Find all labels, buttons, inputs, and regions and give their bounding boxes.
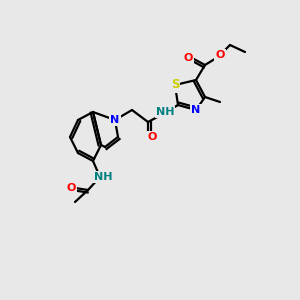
Text: S: S	[171, 79, 179, 92]
Text: O: O	[147, 132, 157, 142]
Text: O: O	[215, 50, 225, 60]
Text: N: N	[110, 115, 120, 125]
Text: N: N	[191, 105, 201, 115]
Text: O: O	[183, 53, 193, 63]
Text: O: O	[66, 183, 76, 193]
Text: NH: NH	[156, 107, 174, 117]
Text: NH: NH	[94, 172, 112, 182]
